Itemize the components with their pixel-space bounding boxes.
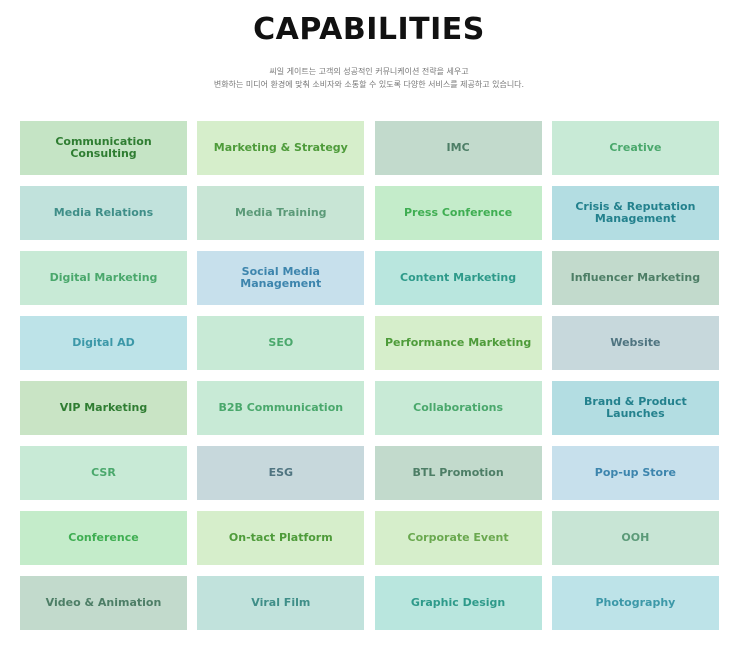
capability-tile-seo[interactable]: SEO	[197, 316, 365, 370]
subtitle-line-1: 씨일 게이트는 고객의 성공적인 커뮤니케이션 전략을 세우고	[269, 67, 469, 76]
capability-label: B2B Communication	[218, 401, 344, 414]
capability-label: OOH	[621, 531, 650, 544]
capability-tile-digital-marketing[interactable]: Digital Marketing	[20, 251, 187, 305]
capability-tile-conference[interactable]: Conference	[20, 511, 187, 565]
capabilities-grid: Communication Consulting Marketing & Stra…	[20, 121, 719, 630]
capability-tile-influencer-marketing[interactable]: Influencer Marketing	[551, 251, 719, 305]
capability-label: Graphic Design	[410, 596, 506, 609]
capability-label: Media Relations	[53, 206, 154, 219]
capability-label: Press Conference	[403, 206, 513, 219]
capability-tile-brand-and-product-launches[interactable]: Brand & Product Launches	[551, 381, 719, 435]
capability-label: Video & Animation	[45, 596, 162, 609]
capability-tile-viral-film[interactable]: Viral Film	[197, 576, 365, 630]
capability-label: Corporate Event	[407, 531, 509, 544]
capability-tile-esg[interactable]: ESG	[197, 446, 365, 500]
capability-tile-marketing-and-strategy[interactable]: Marketing & Strategy	[197, 121, 365, 175]
capability-tile-performance-marketing[interactable]: Performance Marketing	[374, 316, 542, 370]
capability-label: Photography	[595, 596, 676, 609]
capability-label: Digital AD	[72, 336, 135, 349]
capability-tile-digital-ad[interactable]: Digital AD	[20, 316, 187, 370]
capability-label: VIP Marketing	[59, 401, 148, 414]
capability-tile-communication-consulting[interactable]: Communication Consulting	[20, 121, 187, 175]
capability-label: Website	[610, 336, 661, 349]
capability-label: Brand & Product Launches	[584, 395, 687, 420]
capability-label: SEO	[268, 336, 294, 349]
capability-label: Content Marketing	[400, 271, 517, 284]
capability-tile-video-and-animation[interactable]: Video & Animation	[20, 576, 187, 630]
page-title: CAPABILITIES	[253, 12, 485, 47]
capability-label: Media Training	[235, 206, 327, 219]
capability-label: Marketing & Strategy	[213, 141, 348, 154]
subtitle-line-2: 변화하는 미디어 환경에 맞춰 소비자와 소통할 수 있도록 다양한 서비스를 …	[213, 80, 525, 89]
capability-label: Viral Film	[251, 596, 311, 609]
capability-label: Communication Consulting	[55, 135, 152, 160]
capability-tile-creative[interactable]: Creative	[551, 121, 719, 175]
capability-tile-collaborations[interactable]: Collaborations	[374, 381, 542, 435]
capability-tile-photography[interactable]: Photography	[551, 576, 719, 630]
capability-tile-website[interactable]: Website	[551, 316, 719, 370]
capability-tile-crisis-and-reputation-management[interactable]: Crisis & Reputation Management	[551, 186, 719, 240]
capability-tile-press-conference[interactable]: Press Conference	[374, 186, 542, 240]
capability-tile-media-relations[interactable]: Media Relations	[20, 186, 187, 240]
capability-label: Creative	[609, 141, 662, 154]
capability-tile-on-tact-platform[interactable]: On-tact Platform	[197, 511, 365, 565]
capability-tile-graphic-design[interactable]: Graphic Design	[374, 576, 542, 630]
capability-label: Conference	[68, 531, 139, 544]
capability-label: Crisis & Reputation Management	[575, 200, 696, 225]
capability-label: ESG	[268, 466, 294, 479]
capability-tile-media-training[interactable]: Media Training	[197, 186, 365, 240]
capability-tile-imc[interactable]: IMC	[374, 121, 542, 175]
page-subtitle: 씨일 게이트는 고객의 성공적인 커뮤니케이션 전략을 세우고 변화하는 미디어…	[0, 65, 738, 91]
capability-label: Performance Marketing	[384, 336, 532, 349]
capability-tile-corporate-event[interactable]: Corporate Event	[374, 511, 542, 565]
capability-tile-social-media-management[interactable]: Social Media Management	[197, 251, 365, 305]
capability-label: Digital Marketing	[49, 271, 158, 284]
capability-label: IMC	[446, 141, 470, 154]
capability-tile-btl-promotion[interactable]: BTL Promotion	[374, 446, 542, 500]
capability-tile-content-marketing[interactable]: Content Marketing	[374, 251, 542, 305]
capability-tile-ooh[interactable]: OOH	[551, 511, 719, 565]
capability-tile-pop-up-store[interactable]: Pop-up Store	[551, 446, 719, 500]
capability-label: CSR	[91, 466, 116, 479]
capability-tile-b2b-communication[interactable]: B2B Communication	[197, 381, 365, 435]
capability-label: Influencer Marketing	[570, 271, 701, 284]
capability-label: Social Media Management	[240, 265, 322, 290]
capability-label: Collaborations	[413, 401, 504, 414]
capability-tile-vip-marketing[interactable]: VIP Marketing	[20, 381, 187, 435]
capability-tile-csr[interactable]: CSR	[20, 446, 187, 500]
capability-label: Pop-up Store	[594, 466, 676, 479]
capability-label: On-tact Platform	[228, 531, 333, 544]
capability-label: BTL Promotion	[412, 466, 504, 479]
